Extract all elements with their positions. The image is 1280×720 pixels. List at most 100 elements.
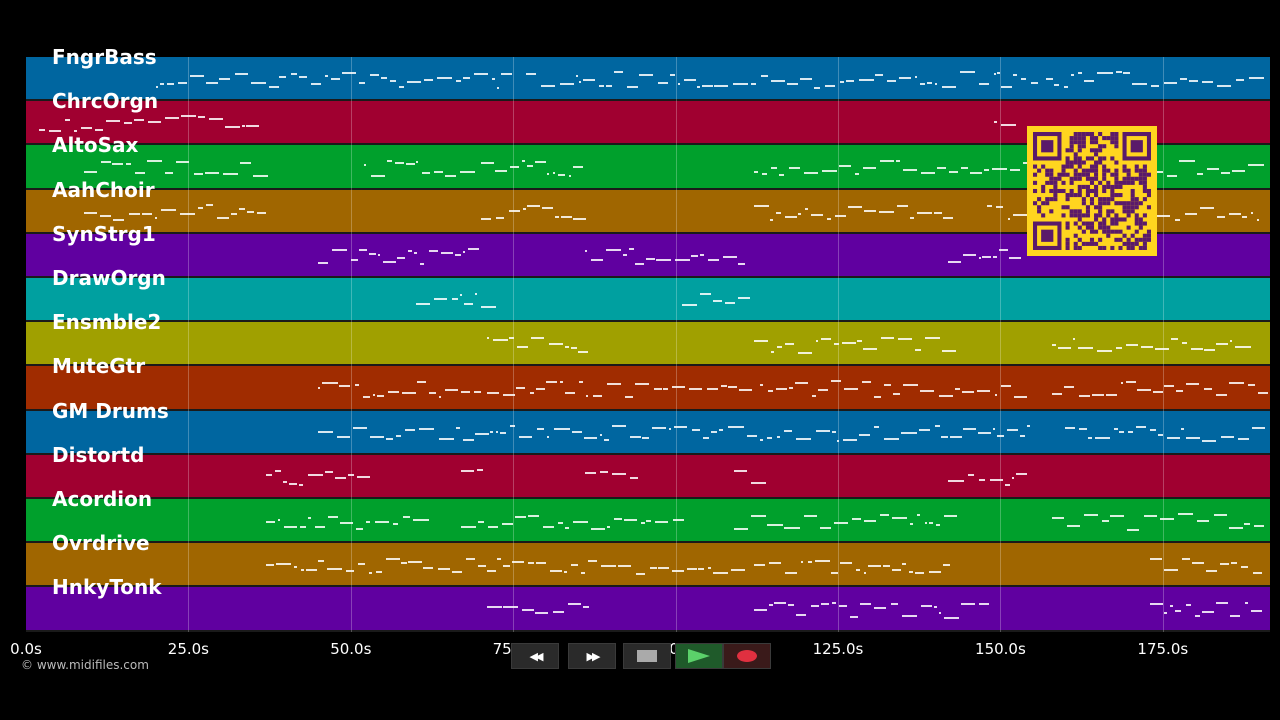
midi-note bbox=[842, 341, 856, 344]
track-lane[interactable] bbox=[26, 543, 1270, 588]
midi-note bbox=[350, 258, 358, 261]
midi-note bbox=[1126, 344, 1138, 347]
midi-note bbox=[1013, 74, 1017, 77]
midi-note bbox=[1234, 345, 1251, 348]
midi-note bbox=[543, 525, 554, 528]
midi-note bbox=[646, 520, 652, 523]
midi-note bbox=[1115, 71, 1122, 74]
fast-forward-button[interactable]: ▶▶ bbox=[568, 643, 616, 669]
midi-note bbox=[955, 388, 961, 391]
midi-note bbox=[407, 81, 421, 84]
track-lane[interactable] bbox=[26, 587, 1270, 632]
midi-note bbox=[288, 482, 298, 485]
midi-note bbox=[314, 525, 326, 528]
qr-code-icon[interactable] bbox=[1027, 126, 1157, 256]
midi-note bbox=[348, 474, 354, 477]
midi-note bbox=[1001, 123, 1017, 126]
record-button[interactable] bbox=[723, 643, 771, 669]
midi-note bbox=[433, 170, 443, 173]
midi-note bbox=[422, 567, 433, 570]
midi-note bbox=[1115, 347, 1123, 350]
midi-note bbox=[335, 476, 347, 479]
play-button[interactable] bbox=[675, 643, 723, 669]
track-lane[interactable] bbox=[26, 410, 1270, 455]
midi-note bbox=[943, 564, 950, 567]
midi-note bbox=[230, 213, 237, 216]
midi-note bbox=[444, 388, 458, 391]
midi-note bbox=[944, 616, 960, 619]
midi-note bbox=[95, 129, 104, 132]
midi-note bbox=[1064, 85, 1068, 88]
midi-note bbox=[564, 346, 570, 349]
midi-note bbox=[979, 603, 990, 606]
track-lane[interactable] bbox=[26, 278, 1270, 323]
midi-note bbox=[341, 71, 357, 74]
play-icon bbox=[688, 649, 710, 663]
midi-note bbox=[1228, 382, 1245, 384]
midi-note bbox=[927, 81, 932, 84]
midi-note bbox=[917, 513, 921, 516]
midi-note bbox=[1185, 603, 1191, 606]
midi-note bbox=[480, 306, 496, 309]
midi-note bbox=[795, 438, 812, 441]
track-lane[interactable] bbox=[26, 57, 1270, 102]
midi-note bbox=[1229, 213, 1241, 216]
midi-note bbox=[369, 73, 379, 76]
track-lane[interactable] bbox=[26, 322, 1270, 367]
midi-note bbox=[920, 390, 935, 393]
midi-note bbox=[488, 526, 499, 529]
midi-note bbox=[490, 431, 493, 434]
midi-note bbox=[415, 302, 430, 305]
midi-note bbox=[535, 161, 546, 164]
midi-note bbox=[352, 426, 368, 429]
midi-note bbox=[277, 519, 280, 522]
midi-note bbox=[994, 393, 998, 396]
midi-note bbox=[979, 82, 990, 85]
midi-note bbox=[516, 346, 528, 349]
midi-note bbox=[840, 561, 853, 564]
midi-note bbox=[645, 257, 655, 260]
midi-note bbox=[798, 213, 802, 216]
midi-note bbox=[1182, 342, 1187, 344]
midi-note bbox=[710, 431, 718, 434]
midi-note bbox=[1128, 431, 1133, 434]
midi-note bbox=[928, 570, 941, 573]
midi-note bbox=[1154, 215, 1171, 218]
midi-note bbox=[387, 391, 400, 394]
midi-note bbox=[890, 602, 899, 605]
midi-note bbox=[713, 300, 722, 303]
midi-note bbox=[728, 386, 737, 389]
midi-note bbox=[1253, 572, 1263, 575]
qr-code-graphic bbox=[1033, 132, 1151, 250]
midi-note bbox=[106, 119, 121, 122]
midi-note bbox=[1230, 614, 1241, 617]
midi-note bbox=[487, 605, 502, 608]
midi-note bbox=[892, 392, 901, 395]
track-label: Ensmble2 bbox=[52, 310, 162, 335]
midi-note bbox=[331, 77, 340, 80]
midi-note bbox=[134, 172, 146, 175]
stop-button[interactable] bbox=[623, 643, 671, 669]
midi-note bbox=[1217, 215, 1226, 218]
midi-note bbox=[420, 263, 425, 266]
midi-note bbox=[682, 303, 698, 306]
midi-note bbox=[669, 74, 675, 77]
midi-note bbox=[437, 77, 453, 80]
midi-note bbox=[936, 166, 947, 169]
midi-note bbox=[428, 250, 439, 253]
midi-note bbox=[1245, 601, 1249, 604]
midi-note bbox=[572, 218, 587, 221]
track-lane[interactable] bbox=[26, 454, 1270, 499]
midi-note bbox=[873, 607, 887, 610]
midi-note bbox=[706, 387, 718, 390]
midi-note bbox=[219, 78, 231, 81]
midi-note bbox=[1078, 346, 1094, 349]
midi-note bbox=[1251, 427, 1266, 430]
track-lane[interactable] bbox=[26, 366, 1270, 411]
midi-note bbox=[580, 572, 585, 575]
midi-note bbox=[656, 258, 671, 261]
midi-note bbox=[180, 212, 195, 215]
midi-note bbox=[777, 346, 783, 349]
rewind-button[interactable]: ◀◀ bbox=[511, 643, 559, 669]
midi-note bbox=[1119, 430, 1124, 433]
